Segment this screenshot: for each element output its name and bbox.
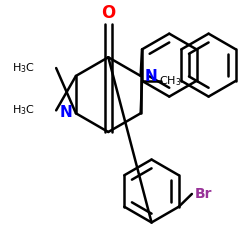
Text: Br: Br bbox=[195, 187, 212, 201]
Text: N: N bbox=[59, 105, 72, 120]
Text: O: O bbox=[101, 4, 116, 22]
Text: CH$_3$: CH$_3$ bbox=[160, 74, 182, 88]
Text: H$_3$C: H$_3$C bbox=[12, 104, 35, 117]
Text: H$_3$C: H$_3$C bbox=[12, 61, 35, 75]
Text: N: N bbox=[144, 70, 157, 84]
